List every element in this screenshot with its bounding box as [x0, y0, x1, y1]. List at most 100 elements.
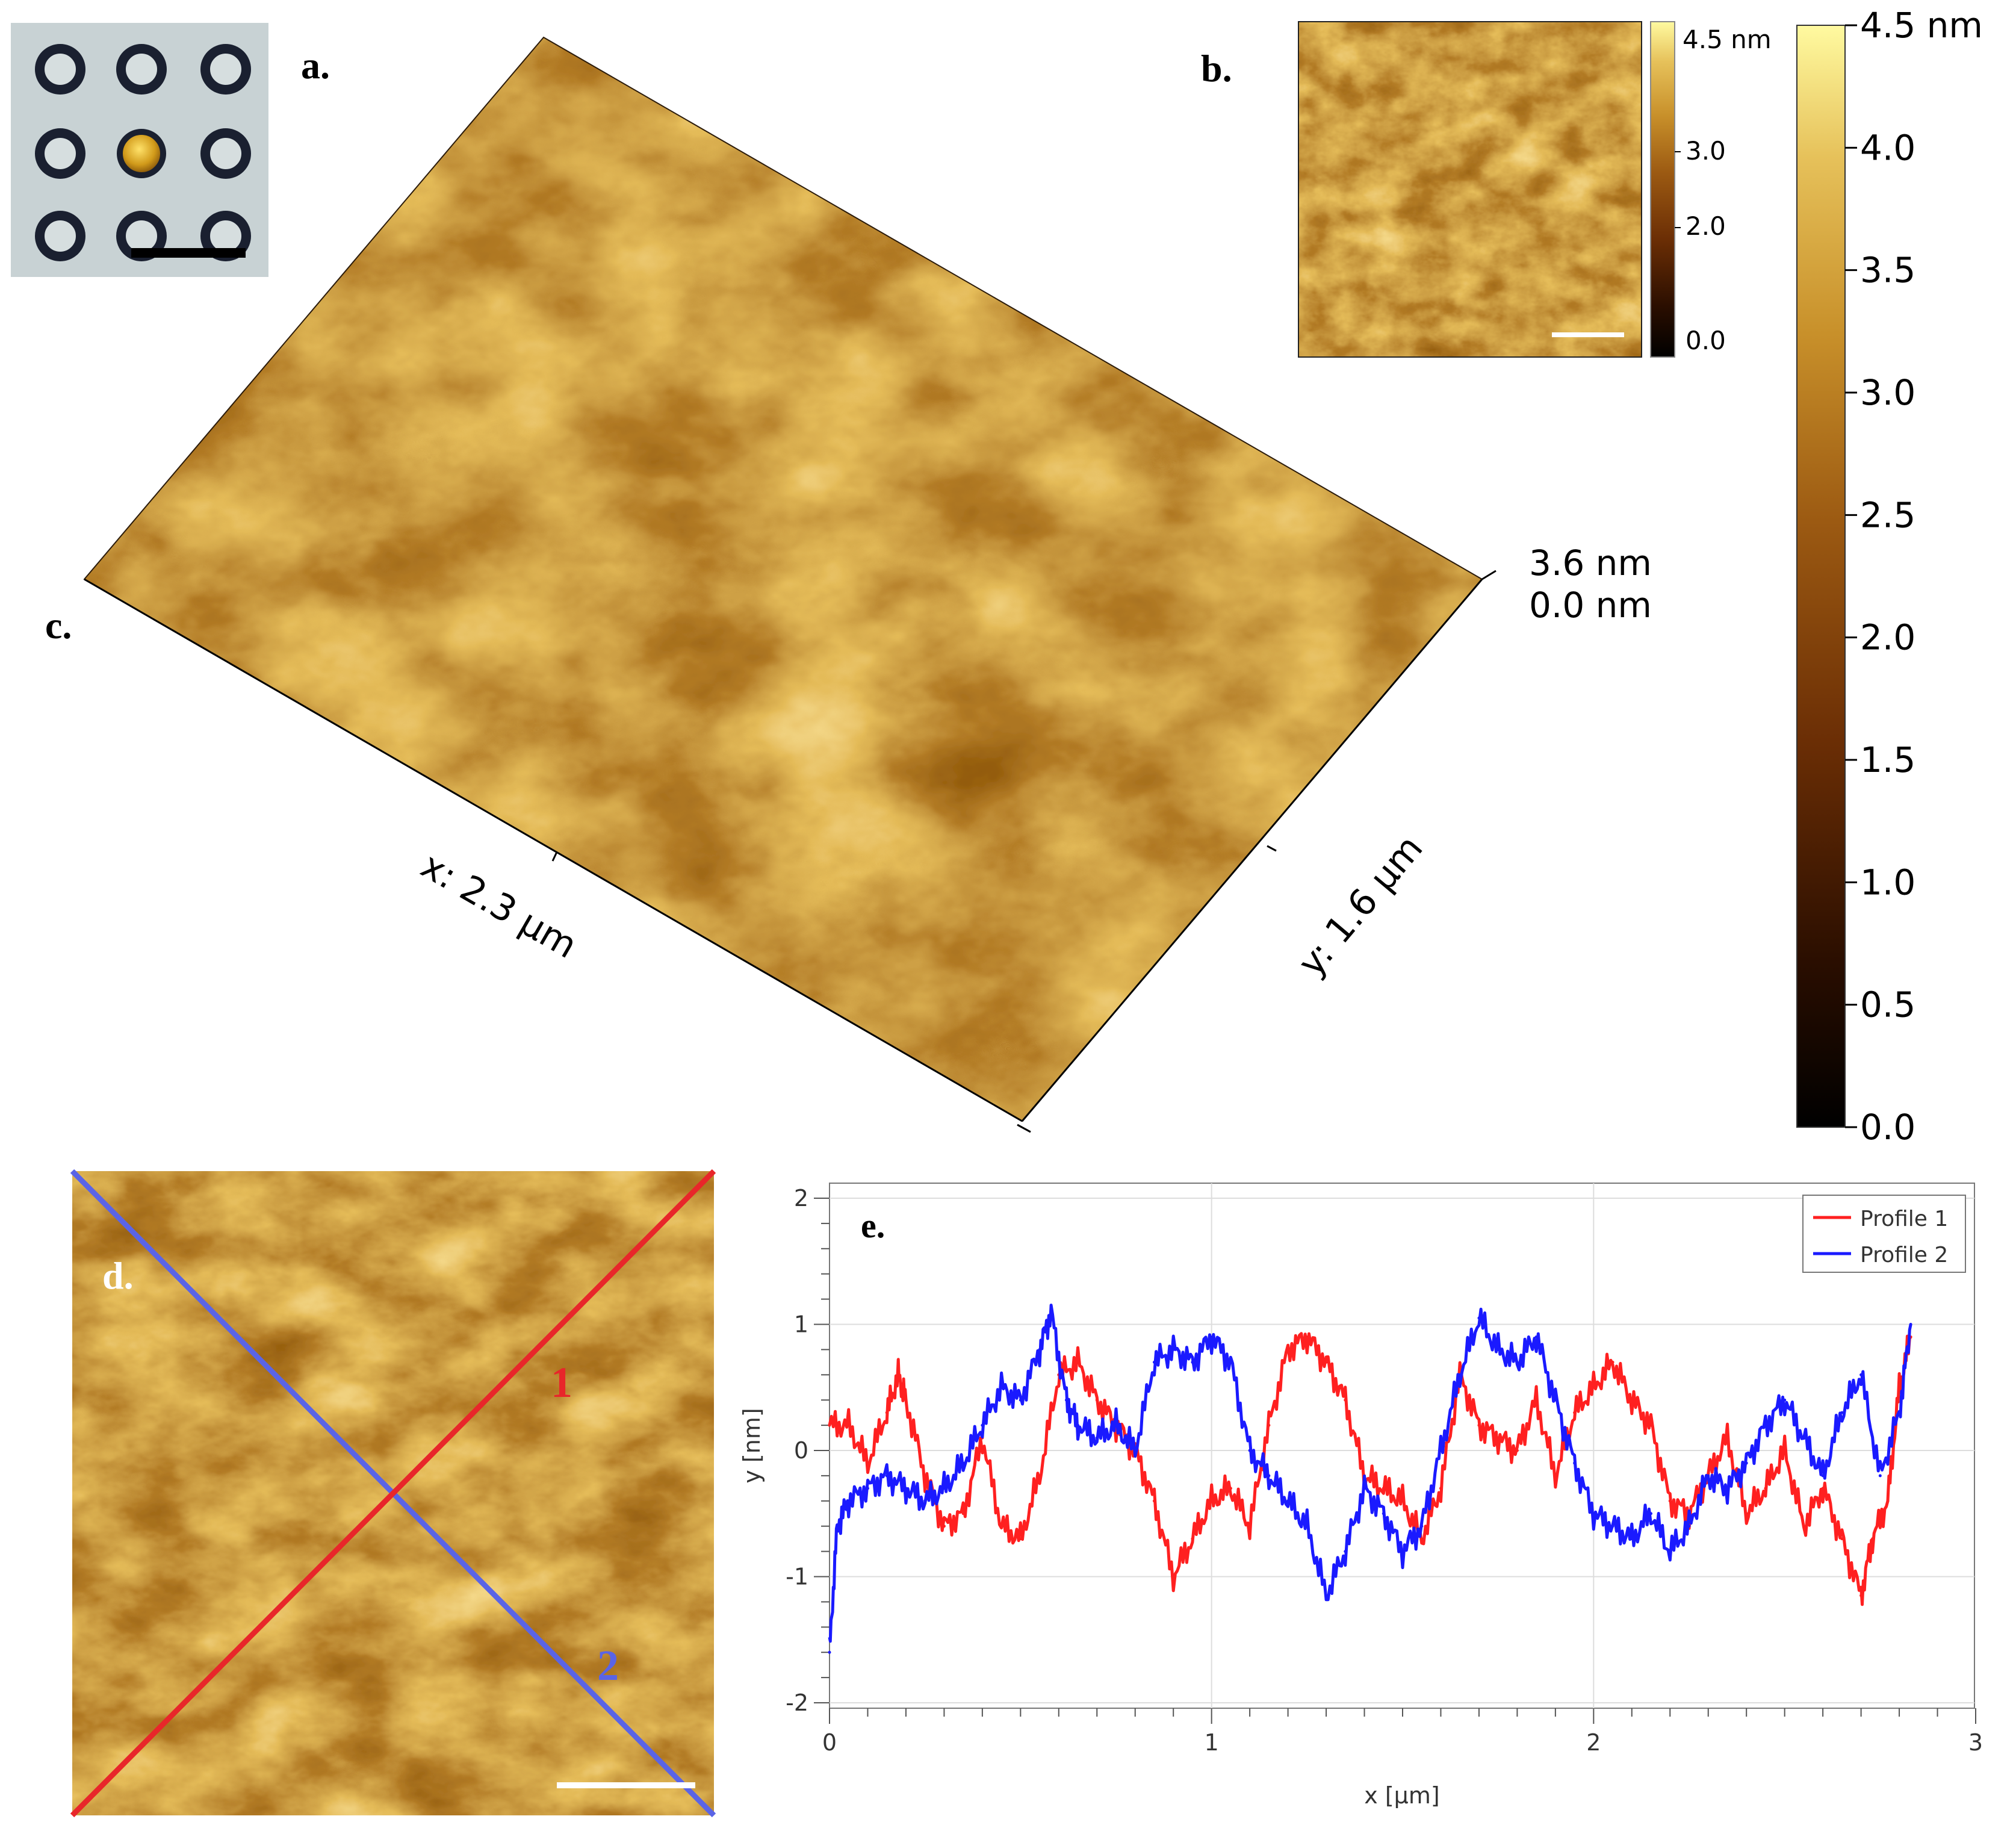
data-point [1802, 1436, 1805, 1440]
y-tick-label: 1 [794, 1311, 808, 1338]
y-tick-label: -1 [786, 1564, 808, 1590]
data-point [1420, 1525, 1424, 1528]
data-point [1840, 1411, 1844, 1414]
x-tick-label: 2 [1586, 1729, 1601, 1756]
data-point [1191, 1360, 1194, 1364]
data-point [836, 1525, 839, 1528]
y-axis-label: y [nm] [739, 1408, 765, 1483]
ring-array [35, 44, 251, 261]
mini-colorbar [1650, 21, 1675, 358]
panel-b-afm-topview: b. 4.5 nm 3.0 2.0 0.0 [1201, 21, 1772, 358]
data-point [942, 1525, 946, 1528]
data-point [1324, 1594, 1328, 1597]
data-point [885, 1411, 889, 1414]
colorbar-tick-label: 1.0 [1860, 862, 1915, 903]
y-axis-label-3d: y: 1.6 µm [1290, 827, 1431, 984]
data-point [904, 1398, 908, 1402]
colorbar-tick-label: 2.0 [1860, 617, 1915, 658]
data-point [1496, 1348, 1500, 1351]
data-point [1229, 1360, 1232, 1364]
data-point [1000, 1385, 1003, 1389]
data-point [1152, 1360, 1156, 1364]
data-point [1534, 1335, 1538, 1339]
data-point [1573, 1411, 1577, 1414]
data-point [1458, 1373, 1462, 1376]
data-point [847, 1423, 851, 1427]
profile-line-2-label: 2 [597, 1641, 619, 1690]
panel-d-profile-map: d. 1 2 [70, 1169, 716, 1818]
z-top-label: 3.6 nm [1529, 543, 1652, 583]
panel-a-optical-image: a. [11, 23, 330, 277]
data-point [1210, 1499, 1214, 1503]
profile-line-1-label: 1 [551, 1358, 572, 1407]
panel-label-d: d. [102, 1254, 134, 1297]
data-point [1401, 1499, 1404, 1503]
data-point [896, 1373, 900, 1376]
panel-label-a: a. [301, 44, 330, 87]
data-point [1382, 1487, 1385, 1490]
data-point [1745, 1461, 1748, 1465]
data-point [1534, 1398, 1538, 1402]
data-point [1076, 1423, 1080, 1427]
profile-line-1 [70, 1169, 716, 1818]
colorbar-tick-label: 0.0 [1860, 1107, 1915, 1148]
data-point [1191, 1537, 1194, 1541]
colorbar-tick-label: 4.5 nm [1860, 5, 1983, 46]
x-ticks: 0 1 2 3 [822, 1708, 1983, 1756]
x-tick-label: 1 [1205, 1729, 1219, 1756]
data-point [1248, 1525, 1251, 1528]
data-point [1324, 1360, 1328, 1364]
x-axis-label-3d: x: 2.3 µm [414, 844, 585, 967]
y-tick-label: 0 [794, 1437, 808, 1464]
data-point [1019, 1398, 1022, 1402]
data-point [1134, 1449, 1137, 1452]
data-point [1439, 1449, 1442, 1452]
legend-label-profile-2: Profile 2 [1860, 1243, 1948, 1267]
series-2 [828, 1304, 1912, 1654]
data-point [1344, 1398, 1347, 1402]
data-point [1871, 1537, 1875, 1541]
panel-label-b: b. [1201, 47, 1232, 90]
data-point [1802, 1525, 1805, 1528]
data-point [1840, 1537, 1844, 1541]
data-point [1248, 1449, 1251, 1452]
data-point [1764, 1423, 1767, 1427]
data-point [1668, 1550, 1672, 1553]
data-point [1095, 1436, 1099, 1440]
data-point [1363, 1487, 1366, 1490]
x-axis-label: x [µm] [1364, 1782, 1439, 1809]
data-point [1267, 1423, 1271, 1427]
colorbar-tick-label: 3.5 [1860, 250, 1915, 291]
data-point [923, 1499, 927, 1503]
data-point [1725, 1487, 1729, 1490]
data-point [1886, 1499, 1890, 1503]
data-point [885, 1474, 889, 1478]
panel-e-profile-chart: 0 1 2 3 -2 -1 0 1 2 e. x [µm] y [nm] Profile 1 … [739, 1183, 1983, 1809]
data-point [1573, 1461, 1577, 1465]
data-point [866, 1487, 869, 1490]
data-point [1554, 1398, 1557, 1402]
data-point [1687, 1525, 1691, 1528]
data-point [1649, 1512, 1653, 1516]
data-point [1019, 1537, 1022, 1541]
data-point [904, 1487, 908, 1490]
legend: Profile 1 Profile 2 [1802, 1195, 1966, 1273]
mini-colorbar-label-0: 0.0 [1686, 326, 1726, 355]
data-point [1382, 1512, 1385, 1516]
data-point [1897, 1385, 1901, 1389]
mini-colorbar-label-top: 4.5 nm [1683, 25, 1772, 54]
gold-particle [117, 129, 166, 178]
data-point [923, 1474, 927, 1478]
data-point [847, 1499, 851, 1503]
data-point [1592, 1385, 1595, 1389]
data-point [1064, 1398, 1068, 1402]
data-point [981, 1423, 984, 1427]
data-point [1630, 1537, 1634, 1541]
series-1 [828, 1332, 1912, 1606]
data-point [1095, 1398, 1099, 1402]
data-point [828, 1423, 831, 1427]
data-point [1859, 1594, 1863, 1597]
y-tick-label: -2 [786, 1690, 808, 1716]
mini-colorbar-label-3: 3.0 [1686, 136, 1726, 166]
